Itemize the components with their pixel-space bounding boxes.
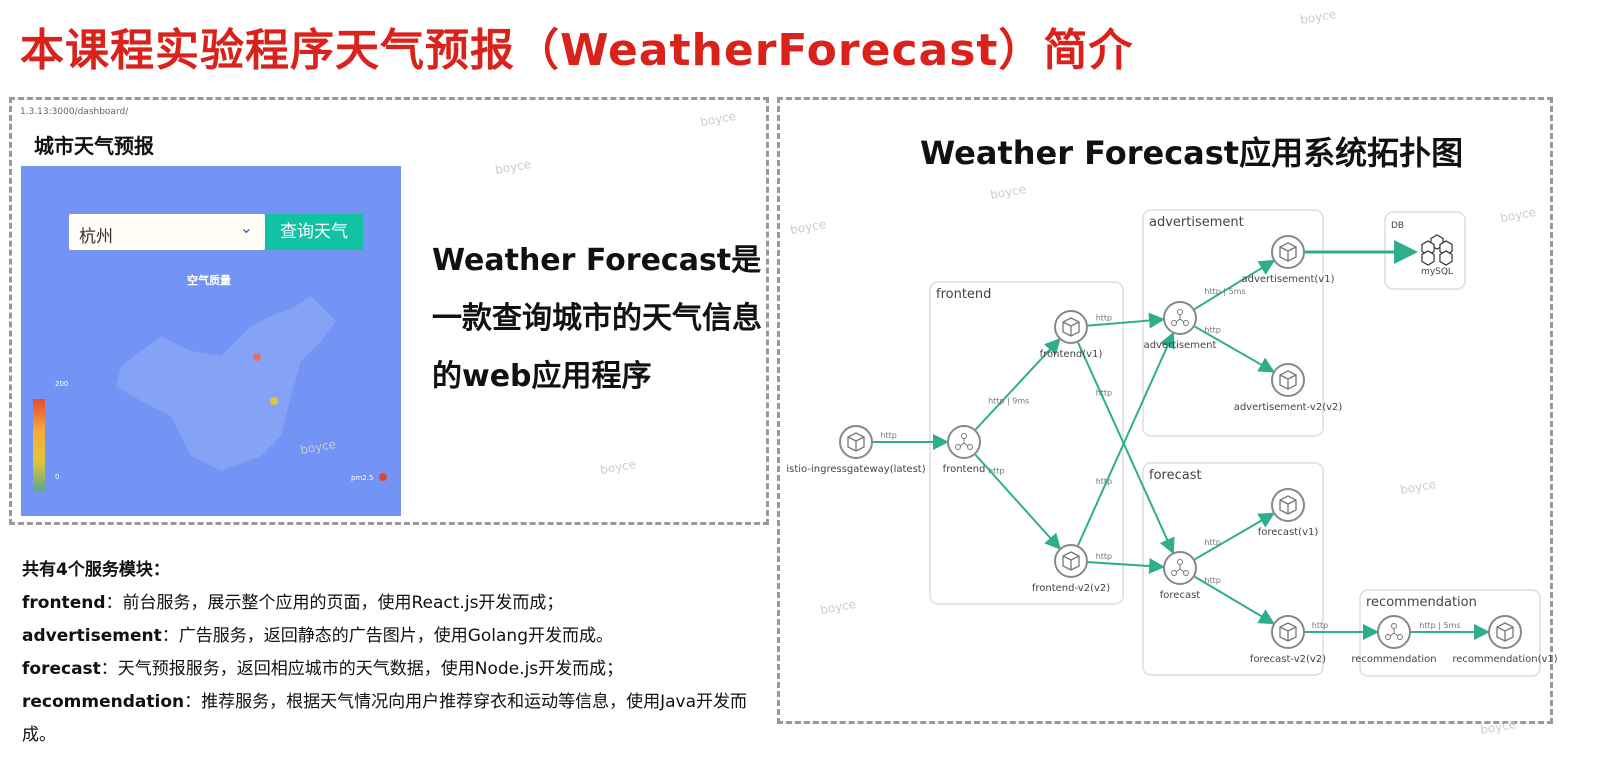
edge-label: http [1096, 477, 1112, 486]
edge-fv2-adv [1077, 331, 1175, 546]
color-legend-bar [33, 399, 45, 491]
node-av1[interactable]: advertisement(v1) [1242, 235, 1335, 285]
edge-label: http [988, 467, 1004, 476]
node-recv1[interactable]: recommendation(v1) [1452, 615, 1558, 665]
edge-label: http | 9ms [988, 397, 1029, 406]
series-dot [379, 473, 387, 481]
edge-frontend-fv2 [974, 453, 1061, 550]
app-description: Weather Forecast是一款查询城市的天气信息的web应用程序 [432, 243, 762, 394]
air-quality-map: 杭州 ⌄ 查询天气 空气质量 200 0 pm2.5 [21, 166, 401, 516]
group-label: advertisement [1149, 215, 1244, 230]
group-label: forecast [1149, 468, 1202, 483]
group-advertisement [1142, 209, 1324, 437]
node-label: forecast-v2(v2) [1250, 654, 1326, 665]
edge-label: http [1096, 313, 1112, 322]
edge-fv1-fc [1077, 342, 1175, 555]
node-av2[interactable]: advertisement-v2(v2) [1234, 363, 1343, 413]
app-screenshot-frame [9, 97, 769, 525]
module-item: frontend：前台服务，展示整个应用的页面，使用React.js开发而成； [22, 593, 564, 613]
edge-label: http | 5ms [1204, 287, 1245, 296]
node-label: frontend-v2(v2) [1032, 583, 1110, 594]
mysql-icon [1439, 250, 1453, 266]
node-ingress[interactable]: istio-ingressgateway(latest) [786, 425, 926, 475]
node-label: advertisement-v2(v2) [1234, 402, 1343, 413]
edge-frontend-fv1 [974, 337, 1061, 431]
node-label: forecast [1160, 590, 1201, 601]
edge-adv-av1 [1193, 259, 1276, 310]
modules-list: 共有4个服务模块： frontend：前台服务，展示整个应用的页面，使用Reac… [22, 554, 762, 752]
node-fc[interactable]: forecast [1160, 551, 1201, 601]
modules-heading: 共有4个服务模块： [22, 560, 170, 580]
china-map-shape [116, 296, 336, 471]
node-label: advertisement [1144, 340, 1217, 351]
edge-label: http [1096, 388, 1112, 397]
node-label: mySQL [1421, 267, 1453, 277]
module-item: forecast：天气预报服务，返回相应城市的天气数据，使用Node.js开发而… [22, 659, 624, 679]
node-adv[interactable]: advertisement [1144, 301, 1217, 351]
edge-fc-fcv2 [1194, 575, 1276, 625]
node-frontend[interactable]: frontend [943, 425, 986, 475]
group-label: DB [1391, 221, 1404, 231]
node-fcv1[interactable]: forecast(v1) [1258, 488, 1319, 538]
group-forecast [1142, 462, 1324, 676]
module-item: recommendation：推荐服务，根据天气情况向用户推荐穿衣和运动等信息，… [22, 692, 748, 745]
node-label: frontend(v1) [1040, 349, 1103, 360]
node-fv1[interactable]: frontend(v1) [1040, 310, 1103, 360]
node-label: frontend [943, 464, 986, 475]
module-item: advertisement：广告服务，返回静态的广告图片，使用Golang开发而… [22, 626, 613, 646]
edge-fv1-adv [1087, 312, 1166, 329]
city-select[interactable]: 杭州 ⌄ [69, 214, 265, 250]
edge-fc-fcv1 [1194, 512, 1276, 561]
edge-label: http [1312, 621, 1328, 630]
edge-label: http [880, 431, 896, 440]
node-label: forecast(v1) [1258, 527, 1319, 538]
city-select-value: 杭州 [79, 227, 113, 247]
node-label: recommendation(v1) [1452, 654, 1557, 665]
map-title: 空气质量 [187, 274, 231, 287]
node-mysql[interactable]: mySQL [1421, 234, 1453, 277]
browser-url: 1.3.13:3000/dashboard/ [20, 107, 129, 117]
edge-label: http [1204, 326, 1220, 335]
edge-adv-av2 [1194, 325, 1275, 373]
node-label: advertisement(v1) [1242, 274, 1335, 285]
mysql-icon [1421, 250, 1435, 266]
edge-label: http [1204, 538, 1220, 547]
node-fcv2[interactable]: forecast-v2(v2) [1250, 615, 1326, 665]
topology-title: Weather Forecast应用系统拓扑图 [920, 134, 1464, 172]
edge-label: http [1096, 552, 1112, 561]
node-label: istio-ingressgateway(latest) [786, 464, 925, 475]
app-title: 城市天气预报 [34, 134, 154, 158]
edge-label: http [1204, 576, 1220, 585]
group-label: frontend [936, 287, 991, 302]
group-label: recommendation [1366, 595, 1477, 610]
series-label: pm2.5 [351, 474, 374, 482]
legend-min: 0 [55, 473, 60, 481]
query-weather-button[interactable]: 查询天气 [265, 214, 363, 250]
edge-label: http | 5ms [1419, 621, 1460, 630]
node-label: recommendation [1351, 654, 1436, 665]
topology-frame [777, 97, 1553, 724]
slide-title: 本课程实验程序天气预报（WeatherForecast）简介 [20, 25, 1134, 76]
node-fv2[interactable]: frontend-v2(v2) [1032, 544, 1110, 594]
chevron-down-icon: ⌄ [239, 218, 253, 237]
edge-fv2-fc [1087, 558, 1166, 574]
node-rec[interactable]: recommendation [1351, 615, 1437, 665]
legend-max: 200 [55, 380, 69, 388]
